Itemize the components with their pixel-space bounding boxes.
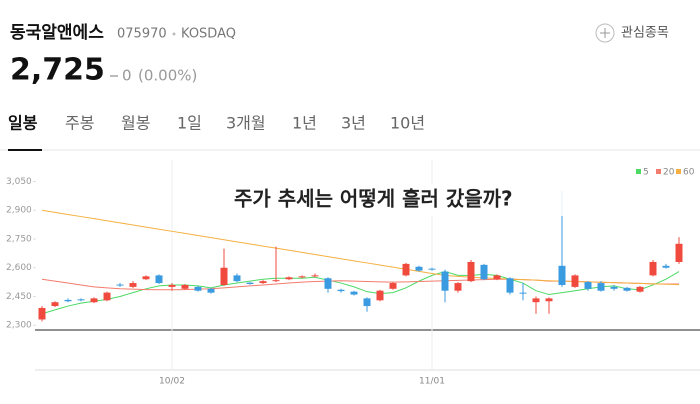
candle-body — [103, 292, 111, 301]
watch-label[interactable]: 관심종목 — [621, 26, 669, 41]
tab[interactable]: 3개월 — [226, 114, 266, 133]
candle-body — [363, 298, 371, 307]
candle-body — [454, 283, 462, 291]
candle-body — [493, 275, 501, 280]
candle-body — [441, 271, 449, 291]
candle-body — [129, 283, 137, 287]
y-tick-label: 2,600 — [6, 263, 32, 273]
candle-body — [506, 278, 514, 293]
candle-body — [181, 284, 189, 289]
x-tick-label: 11/01 — [419, 377, 445, 387]
candle-body — [636, 286, 644, 292]
candle-body — [649, 261, 657, 276]
candle-body — [233, 275, 241, 282]
y-tick-label: 2,300 — [6, 321, 32, 331]
candle-body — [246, 282, 254, 285]
candle-body — [545, 298, 553, 302]
candle-body — [38, 307, 46, 320]
chart: 2,300 2,450 2,600 2,750 2,900 3,050 10/02 11/01… — [6, 160, 695, 387]
legend-label: 20 — [663, 168, 675, 178]
change-pct: (0.00%) — [138, 67, 197, 85]
tab[interactable]: 주봉 — [65, 114, 94, 133]
candle-body — [623, 287, 631, 291]
stock-name: 동국알앤에스 — [10, 23, 104, 43]
tab[interactable]: 1일 — [177, 114, 202, 133]
candle-body — [610, 286, 618, 289]
candle-body — [558, 265, 566, 285]
candle-body — [272, 280, 280, 282]
y-tick-label: 2,750 — [6, 234, 32, 244]
candle-body — [675, 243, 683, 262]
candle-body — [285, 277, 293, 280]
candle-body — [584, 282, 592, 289]
candle-body — [207, 288, 215, 293]
legend-swatch — [656, 169, 661, 174]
tab[interactable]: 일봉 — [8, 114, 38, 133]
candle-body — [64, 299, 72, 302]
tab[interactable]: 3년 — [341, 114, 366, 133]
candle-body — [194, 286, 202, 291]
candle-body — [467, 261, 475, 282]
change: 0 — [122, 67, 132, 85]
legend-swatch — [676, 169, 681, 174]
tabs: 일봉 주봉 월봉 1일 3개월 1년 3년 10년 — [8, 114, 425, 133]
ma-line — [41, 278, 679, 291]
candle-body — [220, 267, 228, 285]
plus — [600, 28, 610, 38]
candle-body — [376, 290, 384, 301]
candle-body — [259, 281, 267, 284]
legend-swatch — [636, 169, 641, 174]
tab[interactable]: 10년 — [390, 114, 425, 133]
candle-body — [389, 283, 397, 289]
candle-body — [597, 283, 605, 291]
candle-body — [350, 291, 358, 295]
candle-body — [662, 265, 670, 268]
dot — [172, 32, 176, 36]
candle-body — [168, 284, 176, 287]
y-tick-label: 2,450 — [6, 292, 32, 302]
watch-icon — [595, 23, 615, 43]
ma-line — [41, 271, 680, 315]
candle-body — [90, 298, 98, 303]
candle-body — [51, 302, 59, 307]
candle-body — [155, 275, 163, 284]
y-tick-label: 3,050 — [6, 177, 32, 187]
x-tick-label: 10/02 — [159, 377, 185, 387]
y-tick-label: 2,900 — [6, 206, 32, 216]
candle-body — [298, 276, 306, 278]
ma-line — [41, 209, 680, 286]
candle-body — [519, 292, 527, 294]
candle-body — [337, 289, 345, 292]
candle-body — [428, 268, 436, 270]
candle-body — [532, 298, 540, 303]
candle-body — [116, 284, 124, 286]
candle-body — [571, 275, 579, 287]
candle-body — [402, 263, 410, 276]
tab[interactable]: 1년 — [292, 114, 317, 133]
candle-body — [142, 276, 150, 280]
annotation: 주가 추세는 어떻게 흘러 갔을까? — [234, 187, 513, 211]
market: KOSDAQ — [181, 27, 236, 42]
watch-button[interactable]: 관심종목 — [595, 23, 669, 43]
stock-code: 075970 — [117, 27, 167, 42]
price: 2,725 — [10, 53, 105, 88]
candle-body — [324, 278, 332, 289]
tab[interactable]: 월봉 — [121, 114, 150, 133]
candle-body — [77, 299, 85, 301]
legend-label: 5 — [643, 168, 649, 178]
legend-label: 60 — [683, 168, 695, 178]
candle-body — [311, 275, 319, 277]
candle-body — [480, 264, 488, 280]
annotation-bg — [230, 184, 610, 216]
candle-body — [415, 266, 423, 271]
